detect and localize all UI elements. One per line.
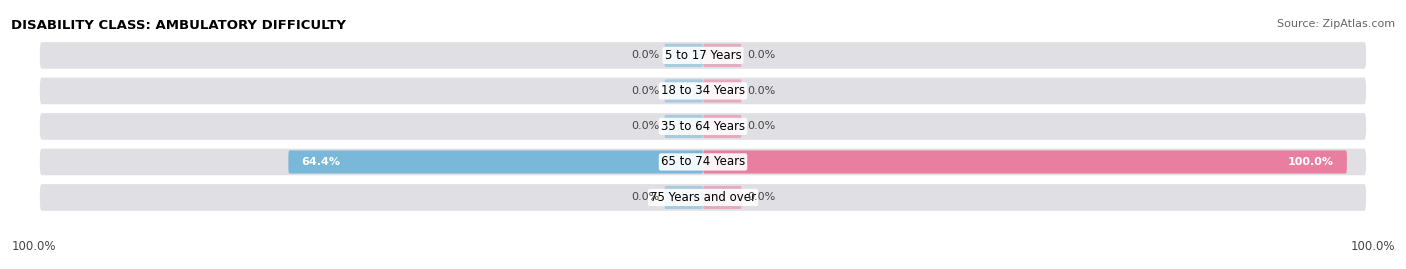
- FancyBboxPatch shape: [665, 115, 703, 138]
- Text: 0.0%: 0.0%: [631, 192, 659, 203]
- Text: 100.0%: 100.0%: [1288, 157, 1334, 167]
- Text: 64.4%: 64.4%: [301, 157, 340, 167]
- Text: 18 to 34 Years: 18 to 34 Years: [661, 84, 745, 97]
- Text: 100.0%: 100.0%: [1350, 240, 1395, 253]
- Text: 0.0%: 0.0%: [747, 121, 775, 132]
- Text: Source: ZipAtlas.com: Source: ZipAtlas.com: [1277, 19, 1395, 29]
- Text: 0.0%: 0.0%: [631, 50, 659, 61]
- FancyBboxPatch shape: [703, 115, 741, 138]
- FancyBboxPatch shape: [665, 186, 703, 209]
- FancyBboxPatch shape: [665, 44, 703, 67]
- Text: 5 to 17 Years: 5 to 17 Years: [665, 49, 741, 62]
- Text: 65 to 74 Years: 65 to 74 Years: [661, 155, 745, 168]
- FancyBboxPatch shape: [39, 184, 1367, 211]
- Text: 0.0%: 0.0%: [631, 86, 659, 96]
- Text: 35 to 64 Years: 35 to 64 Years: [661, 120, 745, 133]
- FancyBboxPatch shape: [703, 79, 741, 102]
- FancyBboxPatch shape: [39, 113, 1367, 140]
- Text: DISABILITY CLASS: AMBULATORY DIFFICULTY: DISABILITY CLASS: AMBULATORY DIFFICULTY: [11, 19, 346, 32]
- Text: 100.0%: 100.0%: [11, 240, 56, 253]
- FancyBboxPatch shape: [703, 186, 741, 209]
- Text: 0.0%: 0.0%: [747, 86, 775, 96]
- FancyBboxPatch shape: [703, 44, 741, 67]
- Text: 0.0%: 0.0%: [631, 121, 659, 132]
- FancyBboxPatch shape: [288, 150, 703, 174]
- FancyBboxPatch shape: [39, 42, 1367, 69]
- Text: 0.0%: 0.0%: [747, 50, 775, 61]
- FancyBboxPatch shape: [39, 148, 1367, 175]
- FancyBboxPatch shape: [703, 150, 1347, 174]
- FancyBboxPatch shape: [665, 79, 703, 102]
- Text: 75 Years and over: 75 Years and over: [650, 191, 756, 204]
- Text: 0.0%: 0.0%: [747, 192, 775, 203]
- FancyBboxPatch shape: [39, 77, 1367, 104]
